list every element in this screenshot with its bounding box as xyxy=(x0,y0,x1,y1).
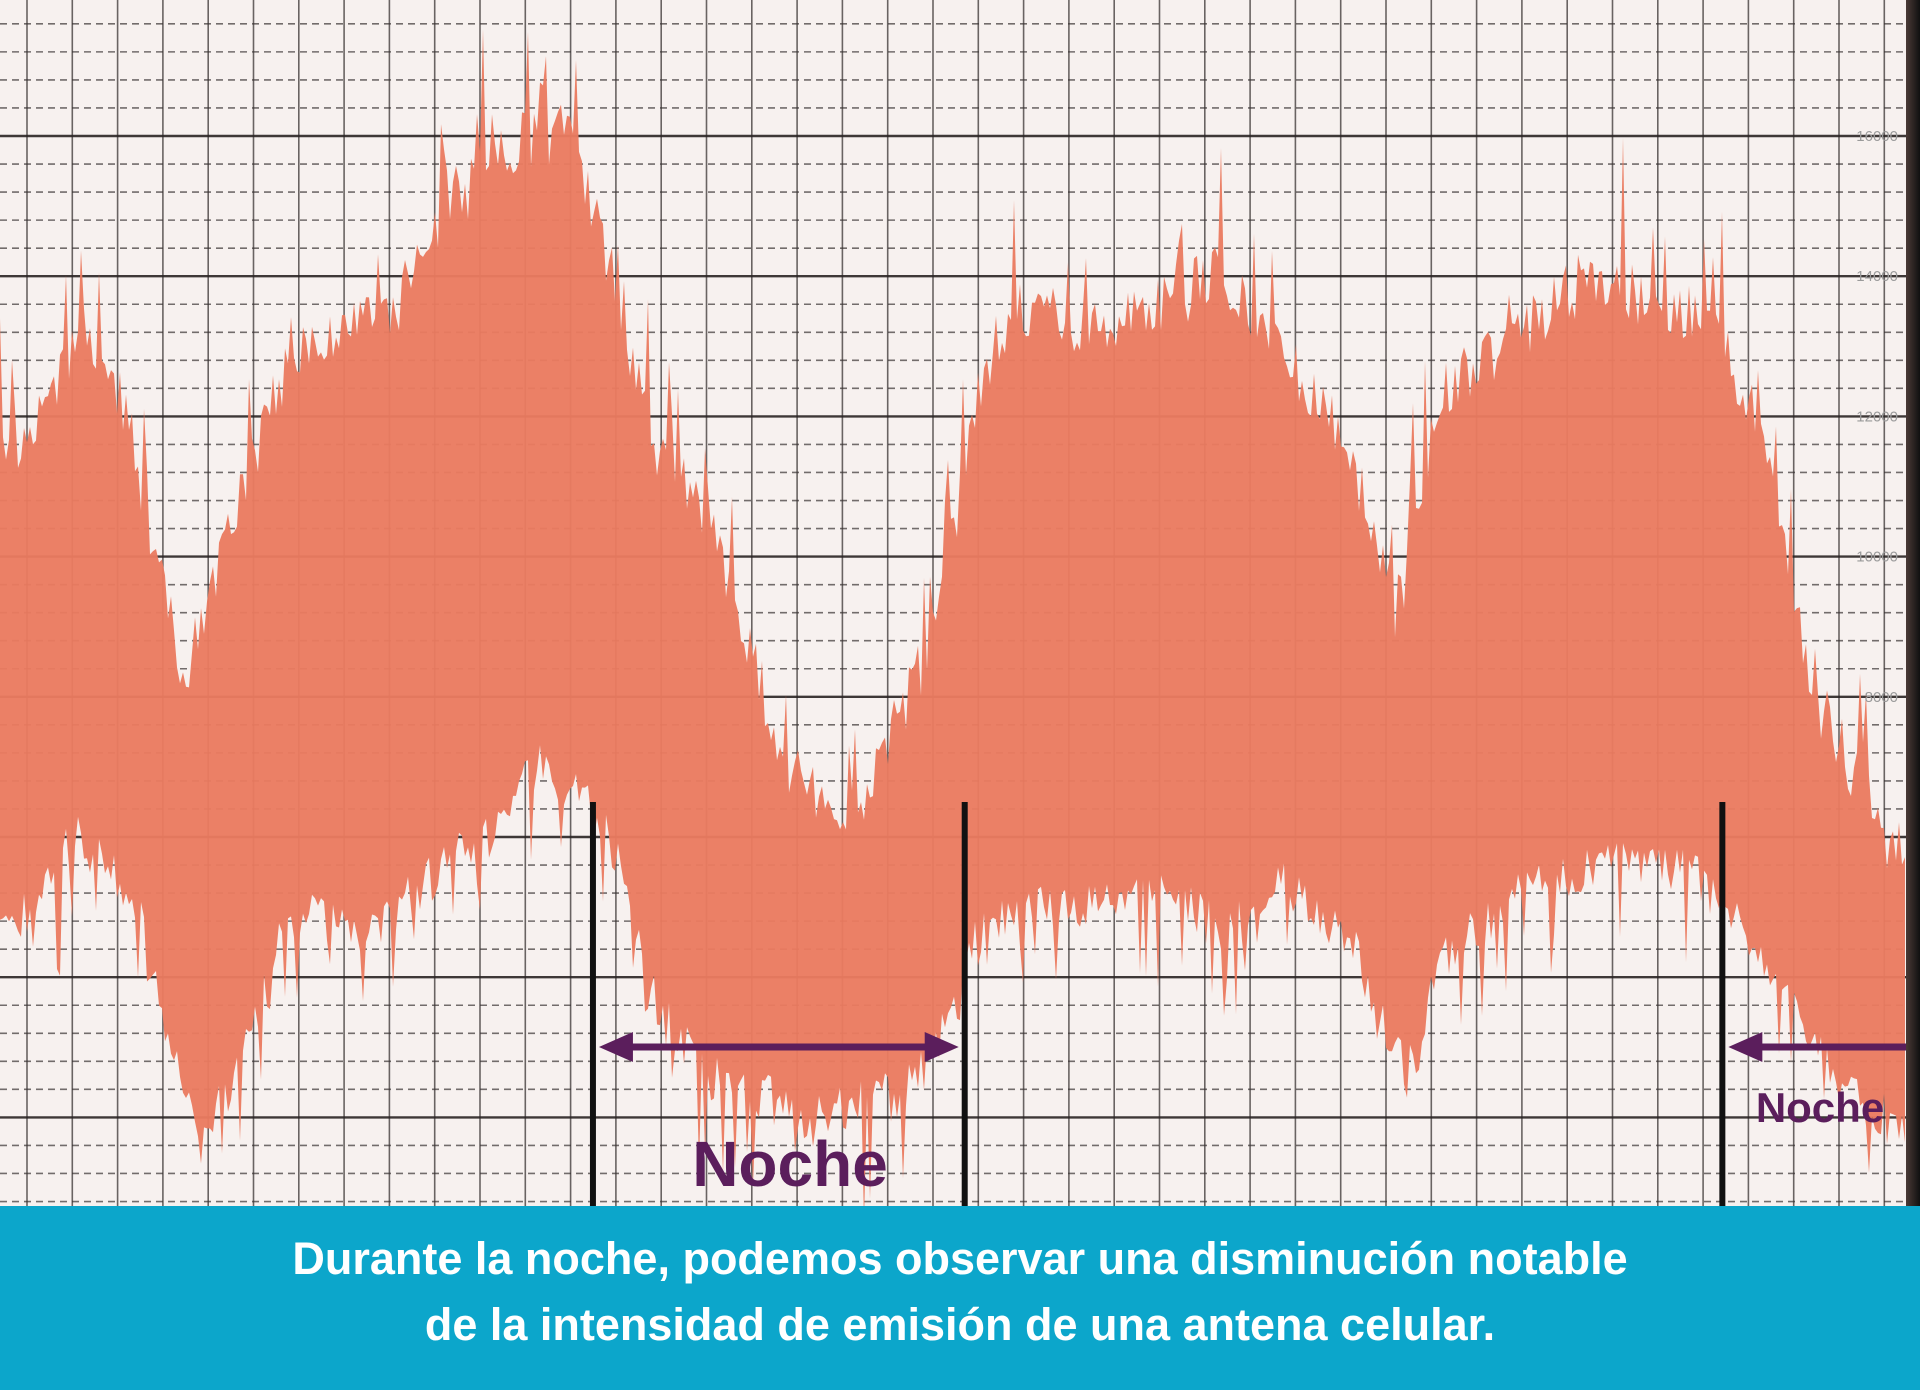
signal-area xyxy=(0,29,1905,1206)
arrow-head-right-icon xyxy=(924,1032,959,1062)
y-axis-ticks: 16000 14000 12000 10000 8000 xyxy=(1856,128,1898,706)
y-tick-label: 10000 xyxy=(1856,549,1898,566)
emission-chart: 16000 14000 12000 10000 8000 Noche Noche xyxy=(0,0,1920,1206)
noche-label-2: Noche xyxy=(1756,1084,1884,1131)
caption-banner: Durante la noche, podemos observar una d… xyxy=(0,1206,1920,1390)
signal-band xyxy=(0,29,1905,1206)
noche-label-1: Noche xyxy=(692,1128,888,1200)
caption-line-2: de la intensidad de emisión de una anten… xyxy=(424,1299,1496,1350)
y-tick-label: 8000 xyxy=(1865,689,1898,706)
photo-edge xyxy=(1906,0,1920,1206)
night-markers xyxy=(589,802,1914,1206)
arrow-head-left-icon xyxy=(598,1032,633,1062)
y-tick-label: 12000 xyxy=(1856,408,1898,425)
y-tick-label: 14000 xyxy=(1856,268,1898,285)
y-tick-label: 16000 xyxy=(1856,128,1898,145)
arrow-head-left-icon xyxy=(1728,1032,1763,1062)
caption-line-1: Durante la noche, podemos observar una d… xyxy=(292,1233,1628,1284)
